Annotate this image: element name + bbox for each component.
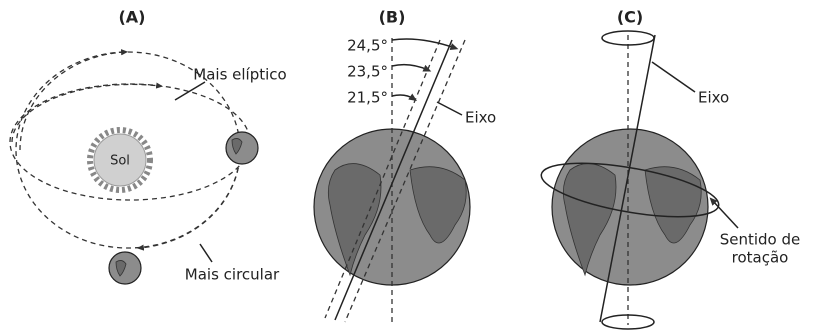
panel-label: (C): [617, 8, 643, 27]
leader-line: [712, 200, 738, 228]
angle-label: 23,5°: [347, 63, 388, 81]
earth: [226, 132, 258, 164]
panel-label: (A): [118, 8, 145, 27]
sun-label: Sol: [110, 154, 130, 169]
annotation: Mais elíptico: [193, 66, 286, 84]
annotation: Mais circular: [185, 266, 280, 284]
angle-label: 24,5°: [347, 37, 388, 55]
axis-label: Eixo: [698, 89, 729, 107]
leader-line: [652, 62, 695, 92]
diagram: (A) Sol Mais elíptico Mais circular (B) …: [0, 0, 823, 331]
leader-line: [200, 244, 212, 262]
panel-label: (B): [379, 8, 406, 27]
rotation-label: Sentido de: [720, 231, 801, 249]
angle-arc: [392, 95, 414, 99]
leader-line: [175, 82, 205, 100]
axis-label: Eixo: [465, 109, 496, 127]
rotation-label: rotação: [732, 249, 789, 267]
angle-arc: [392, 39, 455, 48]
angle-arc: [392, 65, 428, 70]
leader-line: [437, 102, 462, 115]
orbit-arrow: [20, 52, 125, 150]
angle-label: 21,5°: [347, 89, 388, 107]
